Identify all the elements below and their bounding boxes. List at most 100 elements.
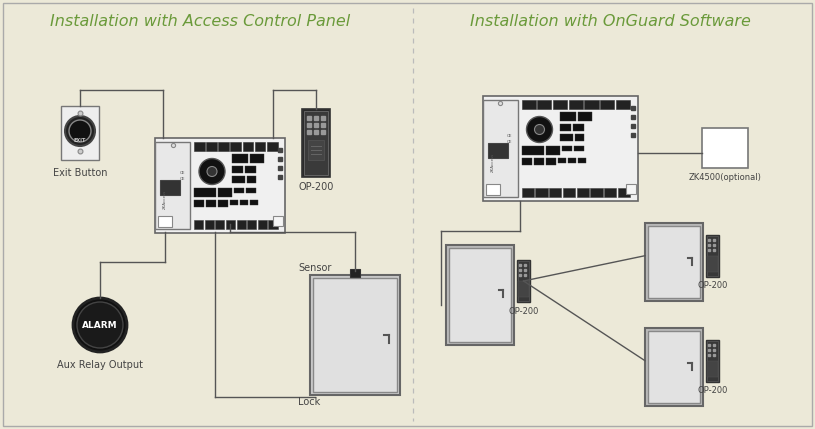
FancyBboxPatch shape: [245, 166, 256, 172]
Text: CE: CE: [507, 140, 513, 144]
FancyBboxPatch shape: [537, 100, 552, 109]
FancyBboxPatch shape: [258, 220, 267, 229]
FancyBboxPatch shape: [517, 260, 530, 302]
FancyBboxPatch shape: [267, 142, 277, 151]
FancyBboxPatch shape: [549, 187, 562, 196]
FancyBboxPatch shape: [578, 112, 592, 121]
FancyBboxPatch shape: [310, 275, 400, 395]
FancyBboxPatch shape: [302, 109, 330, 177]
FancyBboxPatch shape: [575, 133, 584, 141]
FancyBboxPatch shape: [205, 220, 214, 229]
FancyBboxPatch shape: [268, 220, 277, 229]
FancyBboxPatch shape: [706, 235, 719, 277]
FancyBboxPatch shape: [250, 199, 258, 205]
FancyBboxPatch shape: [616, 100, 630, 109]
FancyBboxPatch shape: [707, 341, 718, 381]
FancyBboxPatch shape: [645, 328, 703, 406]
FancyBboxPatch shape: [218, 142, 229, 151]
FancyBboxPatch shape: [215, 220, 224, 229]
FancyBboxPatch shape: [313, 278, 397, 392]
FancyBboxPatch shape: [574, 145, 584, 151]
FancyBboxPatch shape: [158, 215, 172, 227]
FancyBboxPatch shape: [255, 142, 266, 151]
FancyBboxPatch shape: [518, 261, 529, 301]
Text: Sensor: Sensor: [298, 263, 332, 273]
FancyBboxPatch shape: [518, 281, 529, 297]
Text: ZKAccess: ZKAccess: [491, 152, 495, 172]
FancyBboxPatch shape: [560, 133, 572, 141]
FancyBboxPatch shape: [604, 187, 616, 196]
FancyBboxPatch shape: [522, 157, 531, 164]
FancyBboxPatch shape: [234, 187, 244, 193]
FancyBboxPatch shape: [545, 145, 560, 154]
Text: Lock: Lock: [298, 397, 320, 407]
Text: CE: CE: [179, 171, 185, 175]
Circle shape: [535, 124, 544, 135]
Text: EXIT: EXIT: [74, 138, 86, 142]
Circle shape: [526, 117, 553, 142]
FancyBboxPatch shape: [194, 199, 204, 206]
Text: Installation with Access Control Panel: Installation with Access Control Panel: [50, 15, 350, 30]
Circle shape: [199, 158, 225, 184]
FancyBboxPatch shape: [522, 100, 535, 109]
FancyBboxPatch shape: [206, 142, 217, 151]
FancyBboxPatch shape: [231, 142, 241, 151]
FancyBboxPatch shape: [250, 154, 264, 163]
FancyBboxPatch shape: [247, 220, 256, 229]
FancyBboxPatch shape: [236, 220, 245, 229]
FancyBboxPatch shape: [569, 100, 583, 109]
FancyBboxPatch shape: [61, 106, 99, 160]
FancyBboxPatch shape: [304, 111, 328, 175]
FancyBboxPatch shape: [625, 184, 636, 193]
FancyBboxPatch shape: [232, 154, 248, 163]
FancyBboxPatch shape: [218, 187, 232, 196]
FancyBboxPatch shape: [600, 100, 615, 109]
FancyBboxPatch shape: [226, 220, 235, 229]
FancyBboxPatch shape: [446, 245, 514, 345]
Text: ZK4500(optional): ZK4500(optional): [689, 173, 761, 182]
Text: ALARM: ALARM: [82, 320, 118, 329]
FancyBboxPatch shape: [243, 142, 253, 151]
FancyBboxPatch shape: [246, 187, 256, 193]
FancyBboxPatch shape: [702, 128, 748, 168]
FancyBboxPatch shape: [482, 96, 637, 200]
Text: Aux Relay Output: Aux Relay Output: [57, 360, 143, 370]
Circle shape: [77, 302, 123, 348]
FancyBboxPatch shape: [535, 187, 548, 196]
Text: ZKAccess: ZKAccess: [163, 189, 167, 208]
Circle shape: [73, 298, 127, 352]
FancyBboxPatch shape: [648, 226, 700, 298]
Text: CE: CE: [179, 177, 185, 181]
Text: OP-200: OP-200: [698, 386, 728, 395]
Circle shape: [69, 120, 91, 142]
FancyBboxPatch shape: [487, 143, 508, 158]
FancyBboxPatch shape: [482, 100, 518, 196]
FancyBboxPatch shape: [522, 187, 534, 196]
FancyBboxPatch shape: [545, 157, 556, 164]
FancyBboxPatch shape: [350, 269, 360, 277]
FancyBboxPatch shape: [273, 215, 283, 226]
FancyBboxPatch shape: [155, 138, 285, 233]
FancyBboxPatch shape: [218, 199, 228, 206]
FancyBboxPatch shape: [567, 157, 575, 163]
Text: Exit Button: Exit Button: [53, 168, 108, 178]
Circle shape: [207, 166, 217, 176]
FancyBboxPatch shape: [308, 140, 324, 160]
FancyBboxPatch shape: [3, 3, 812, 426]
FancyBboxPatch shape: [247, 175, 256, 182]
FancyBboxPatch shape: [584, 100, 598, 109]
FancyBboxPatch shape: [560, 112, 575, 121]
Circle shape: [65, 116, 95, 146]
FancyBboxPatch shape: [576, 187, 588, 196]
FancyBboxPatch shape: [240, 199, 248, 205]
Text: OP-200: OP-200: [509, 306, 539, 315]
FancyBboxPatch shape: [707, 256, 718, 272]
FancyBboxPatch shape: [562, 145, 571, 151]
FancyBboxPatch shape: [590, 187, 602, 196]
FancyBboxPatch shape: [560, 124, 570, 130]
FancyBboxPatch shape: [648, 331, 700, 403]
FancyBboxPatch shape: [232, 175, 245, 182]
FancyBboxPatch shape: [206, 199, 216, 206]
FancyBboxPatch shape: [557, 157, 566, 163]
FancyBboxPatch shape: [486, 184, 500, 194]
